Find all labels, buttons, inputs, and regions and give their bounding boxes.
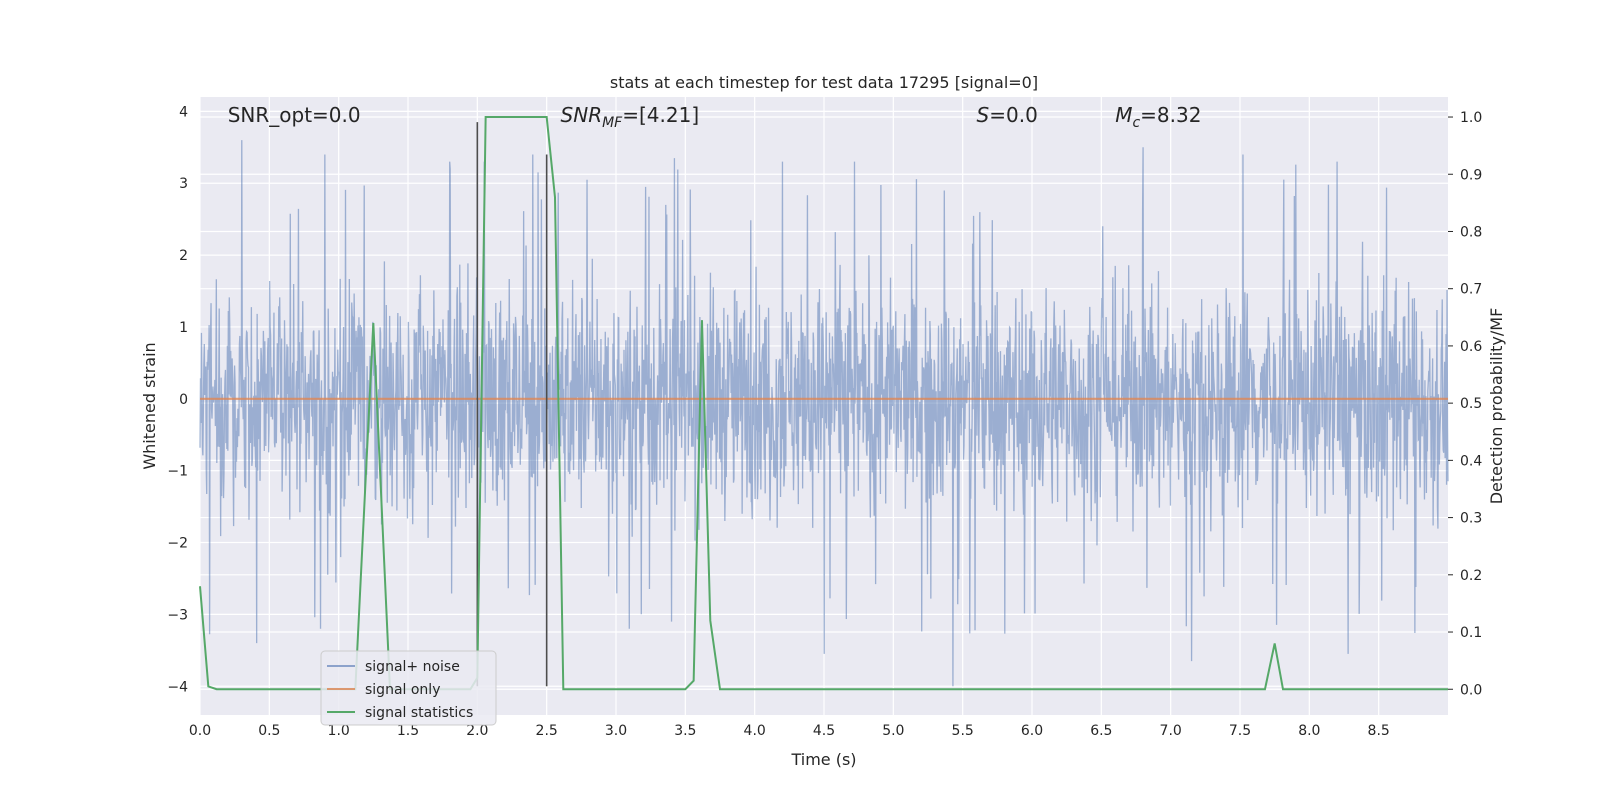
y-right-tick-label: 0.8 — [1460, 224, 1482, 240]
y-left-tick-label: −1 — [167, 464, 188, 480]
x-tick-label: 0.5 — [258, 723, 280, 739]
x-tick-label: 8.5 — [1368, 723, 1390, 739]
x-tick-label: 7.5 — [1229, 723, 1251, 739]
vertical-lines — [476, 122, 548, 687]
chart-title: stats at each timestep for test data 172… — [610, 73, 1038, 92]
x-tick-label: 4.5 — [813, 723, 835, 739]
y-right-tick-label: 0.5 — [1460, 396, 1482, 412]
x-tick-label: 7.0 — [1160, 723, 1182, 739]
legend-label: signal statistics — [365, 705, 473, 721]
legend-box — [320, 650, 497, 726]
x-tick-label: 3.0 — [605, 723, 627, 739]
x-tick-label: 3.5 — [674, 723, 696, 739]
signal-noise-layer — [199, 140, 1449, 687]
y-right-tick-labels: 0.0 0.1 0.2 0.3 0.4 0.5 0.6 0.7 0.8 0.9 1.0 — [1448, 110, 1482, 698]
legend-label: signal only — [365, 682, 440, 698]
annotation-0: SNR_opt=0.0 — [228, 103, 361, 127]
x-tick-label: 2.0 — [466, 723, 488, 739]
y-right-tick-label: 1.0 — [1460, 110, 1482, 126]
y-right-tick-label: 0.7 — [1460, 282, 1482, 298]
x-tick-label: 1.0 — [328, 723, 350, 739]
annotation-2: S=0.0 — [977, 103, 1038, 127]
y-right-tick-label: 0.2 — [1460, 568, 1482, 584]
y-left-tick-label: −3 — [167, 607, 188, 623]
y-left-tick-label: 1 — [179, 320, 188, 336]
annotation-1: SNRMF=[4.21] — [561, 103, 700, 131]
x-tick-label: 0.0 — [189, 723, 211, 739]
y-right-tick-label: 0.9 — [1460, 167, 1482, 183]
y-left-axis-label: Whitened strain — [140, 342, 159, 469]
y-left-tick-label: 0 — [179, 392, 188, 408]
x-tick-label: 8.0 — [1298, 723, 1320, 739]
y-left-tick-labels: −4 −3 −2 −1 0 1 2 3 4 — [167, 104, 188, 695]
y-left-tick-label: −4 — [167, 679, 188, 695]
x-tick-label: 4.0 — [744, 723, 766, 739]
y-right-tick-label: 0.4 — [1460, 453, 1482, 469]
y-right-axis-label: Detection probability/MF — [1487, 308, 1506, 505]
y-right-tick-label: 0.6 — [1460, 339, 1482, 355]
signal-noise-line — [199, 140, 1449, 687]
y-left-tick-label: −2 — [167, 536, 188, 552]
y-left-tick-label: 4 — [179, 104, 188, 120]
x-tick-label: 1.5 — [397, 723, 419, 739]
x-tick-label: 5.0 — [882, 723, 904, 739]
x-tick-label: 6.5 — [1090, 723, 1112, 739]
legend: signal+ noise signal only signal statistic… — [320, 650, 497, 726]
x-tick-label: 5.5 — [952, 723, 974, 739]
y-right-tick-label: 0.1 — [1460, 625, 1482, 641]
y-right-tick-label: 0.0 — [1460, 682, 1482, 698]
legend-label: signal+ noise — [365, 659, 460, 675]
x-tick-labels: 0.0 0.5 1.0 1.5 2.0 2.5 3.0 3.5 4.0 4.5 5.0 5.5 6.0 6… — [189, 723, 1390, 739]
annotations: SNR_opt=0.0 SNRMF=[4.21] S=0.0 Mc=8.32 — [228, 103, 1202, 131]
x-tick-label: 2.5 — [536, 723, 558, 739]
annotation-3: Mc=8.32 — [1115, 103, 1201, 131]
x-axis-label: Time (s) — [790, 750, 856, 769]
y-left-tick-label: 3 — [179, 176, 188, 192]
y-left-tick-label: 2 — [179, 248, 188, 264]
x-tick-label: 6.0 — [1021, 723, 1043, 739]
y-right-tick-label: 0.3 — [1460, 511, 1482, 527]
